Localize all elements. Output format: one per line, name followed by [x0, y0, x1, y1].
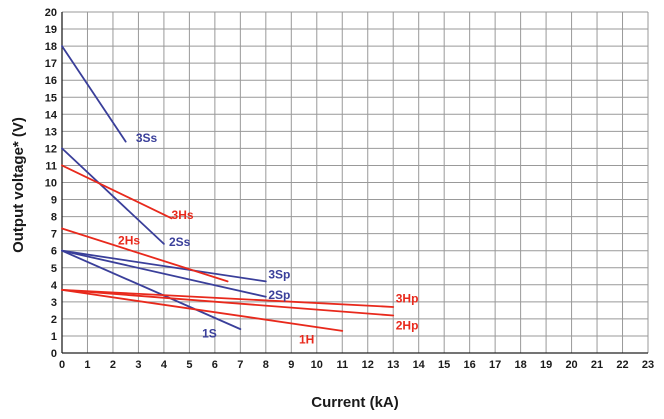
series-line-2hs — [61, 227, 229, 283]
series-line-3sp — [61, 249, 267, 283]
y-tick-label: 5 — [51, 263, 57, 275]
y-tick-label: 6 — [51, 246, 57, 258]
x-tick-label: 21 — [591, 359, 603, 371]
x-tick-label: 17 — [489, 359, 501, 371]
series-line-2hp — [61, 289, 395, 317]
series-label-2hs: 2Hs — [118, 233, 140, 247]
series-line-3hp — [61, 289, 395, 308]
y-axis-title: Output voltage* (V) — [10, 117, 27, 253]
y-tick-label: 11 — [45, 160, 57, 172]
x-tick-label: 0 — [59, 359, 65, 371]
y-tick-label: 20 — [45, 7, 57, 19]
x-tick-label: 20 — [565, 359, 577, 371]
series-line-3hs — [61, 164, 173, 220]
x-axis-title: Current (kA) — [311, 394, 399, 411]
series-line-2sp — [61, 249, 267, 298]
y-tick-label: 8 — [51, 212, 57, 224]
y-tick-label: 10 — [45, 178, 57, 190]
x-tick-label: 7 — [237, 359, 243, 371]
x-tick-label: 14 — [413, 359, 426, 371]
x-tick-label: 13 — [387, 359, 399, 371]
x-tick-label: 15 — [438, 359, 450, 371]
y-tick-label: 18 — [45, 41, 57, 53]
y-tick-label: 17 — [45, 58, 57, 70]
x-tick-label: 12 — [362, 359, 374, 371]
series-line-3ss — [61, 45, 127, 143]
y-tick-label: 1 — [51, 331, 57, 343]
y-tick-label: 9 — [51, 195, 57, 207]
y-tick-label: 3 — [51, 297, 57, 309]
series-line-1s — [61, 249, 242, 331]
x-tick-label: 2 — [110, 359, 116, 371]
series-label-3hs: 3Hs — [172, 208, 194, 222]
y-tick-label: 7 — [51, 229, 57, 241]
series-labels: 3Ss 2Ss 3Sp 2Sp 1S 3Hs 2Hs 3Hp 2Hp 1H — [118, 131, 418, 346]
x-tick-label: 18 — [514, 359, 526, 371]
y-tick-label: 0 — [51, 348, 57, 360]
x-tick-label: 3 — [135, 359, 141, 371]
x-tick-label: 1 — [84, 359, 90, 371]
x-tick-label: 6 — [212, 359, 218, 371]
series-label-2hp: 2Hp — [396, 319, 419, 333]
y-tick-label: 2 — [51, 314, 57, 326]
x-tick-label: 19 — [540, 359, 552, 371]
y-tick-label: 12 — [45, 143, 57, 155]
series-label-2ss: 2Ss — [169, 235, 191, 249]
series-label-3ss: 3Ss — [136, 131, 158, 145]
series-label-1h: 1H — [299, 332, 314, 346]
x-tick-label: 5 — [186, 359, 192, 371]
x-tick-label: 23 — [642, 359, 654, 371]
y-tick-label: 13 — [45, 126, 57, 138]
y-tick-label: 15 — [45, 92, 57, 104]
series-line-2ss — [61, 147, 165, 245]
x-tick-label: 11 — [336, 359, 348, 371]
series-label-1s: 1S — [202, 326, 217, 340]
y-tick-label: 16 — [45, 75, 57, 87]
grid — [62, 11, 649, 353]
x-tick-label: 16 — [464, 359, 476, 371]
series-label-3hp: 3Hp — [396, 291, 419, 305]
series-label-2sp: 2Sp — [268, 288, 290, 302]
x-tick-label: 8 — [263, 359, 269, 371]
y-tick-label: 19 — [45, 24, 57, 36]
x-tick-label: 22 — [616, 359, 628, 371]
x-tick-label: 10 — [311, 359, 323, 371]
series-lines — [61, 45, 395, 332]
axes: 0 1 2 3 4 5 6 7 8 9 10 11 12 13 14 15 16 17 18 19 20 21 22 2301… — [45, 7, 654, 371]
series-label-3sp: 3Sp — [268, 268, 290, 282]
series-line-1h — [61, 289, 344, 332]
y-tick-label: 4 — [51, 280, 58, 292]
x-tick-label: 4 — [161, 359, 168, 371]
x-tick-label: 9 — [288, 359, 294, 371]
y-tick-label: 14 — [45, 109, 58, 121]
